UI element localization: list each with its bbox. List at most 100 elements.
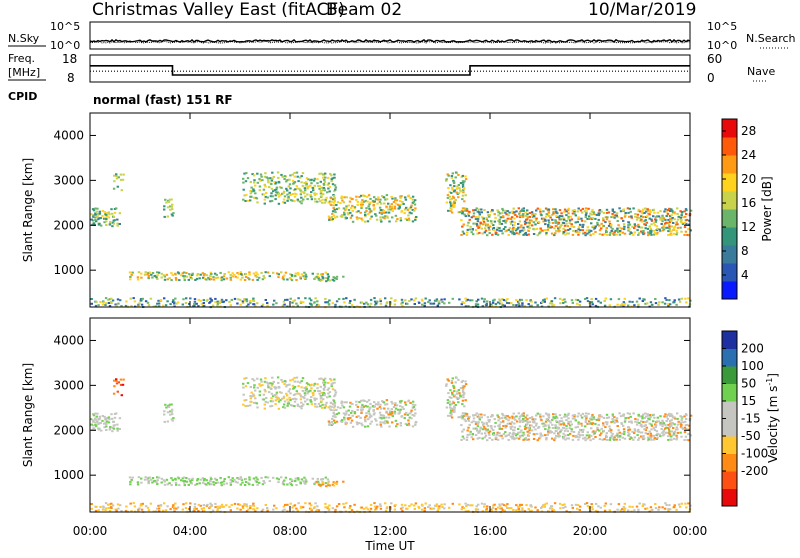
power-cell [219, 271, 222, 274]
velocity-cell [570, 430, 573, 433]
power-cell [653, 211, 656, 214]
velocity-cell [534, 428, 537, 431]
power-cell [324, 271, 327, 274]
velocity-cell [236, 481, 239, 484]
power-cell [310, 303, 313, 306]
power-cell [271, 171, 274, 174]
power-cell [249, 300, 252, 302]
power-cell [498, 218, 501, 221]
power-cell [136, 278, 140, 281]
velocity-colorbar-block [722, 418, 737, 437]
velocity-cell [378, 416, 382, 419]
velocity-cell [323, 386, 327, 388]
velocity-cell [376, 407, 379, 410]
power-cell [515, 299, 518, 302]
power-cell [242, 188, 245, 191]
power-cell [463, 213, 466, 216]
power-cell [667, 303, 670, 305]
velocity-cell [249, 386, 252, 388]
velocity-cell [167, 404, 170, 407]
power-cell [260, 271, 263, 274]
power-cell [378, 211, 382, 214]
power-cell [282, 201, 285, 204]
velocity-cell [323, 394, 326, 397]
velocity-cell [147, 482, 150, 485]
velocity-cell [241, 507, 245, 509]
power-cell [616, 229, 619, 232]
velocity-cell [649, 506, 653, 509]
power-cell [171, 208, 174, 211]
power-cell [613, 233, 616, 236]
velocity-cell [643, 425, 646, 428]
power-cell [243, 172, 246, 175]
x-tick-label: 16:00 [473, 524, 508, 538]
velocity-cell [316, 508, 319, 511]
velocity-cell [501, 414, 505, 417]
velocity-cell [683, 426, 687, 429]
power-cell [332, 276, 335, 279]
velocity-cell [216, 481, 219, 484]
velocity-cell [327, 381, 330, 384]
power-cell [350, 214, 354, 217]
power-cell [220, 279, 223, 282]
power-cell [542, 299, 545, 302]
velocity-cell [627, 426, 631, 429]
power-cell [684, 222, 688, 225]
velocity-cell [461, 417, 464, 420]
power-cell [689, 209, 693, 212]
power-cell [591, 303, 594, 306]
power-cell [104, 304, 107, 306]
power-cell [643, 223, 646, 226]
power-cell [99, 217, 102, 219]
power-cell [668, 221, 672, 223]
power-cell [183, 275, 187, 277]
power-cell [317, 277, 320, 280]
power-cell [474, 218, 478, 220]
velocity-cell [687, 428, 690, 431]
velocity-cell [398, 410, 401, 413]
velocity-cell [592, 437, 595, 440]
velocity-cell [283, 383, 286, 385]
velocity-cell [623, 502, 626, 505]
velocity-cell [288, 388, 292, 391]
power-cell [455, 171, 458, 174]
velocity-cell [453, 410, 456, 413]
power-cell [615, 212, 619, 215]
power-cell [598, 209, 602, 211]
power-cell [400, 195, 403, 198]
power-cell [553, 227, 556, 230]
velocity-cell [505, 418, 508, 421]
velocity-cell [306, 398, 309, 401]
velocity-cell [598, 414, 602, 416]
velocity-cell [236, 477, 239, 479]
power-cell [109, 221, 112, 223]
velocity-cell [590, 427, 593, 430]
velocity-cell [519, 421, 522, 424]
power-cell [347, 213, 350, 216]
power-cell [92, 219, 95, 222]
velocity-colorbar-label-end: ] [766, 373, 780, 378]
power-cell [440, 298, 443, 301]
power-colorbar-blocks [722, 119, 737, 300]
power-cell [500, 302, 503, 305]
velocity-cell [264, 476, 267, 479]
velocity-cell [605, 435, 608, 438]
velocity-cell [345, 502, 348, 505]
power-cell [610, 224, 613, 227]
power-cell [374, 213, 377, 216]
power-cell [244, 200, 247, 202]
power-cell [393, 207, 397, 210]
power-cell [324, 172, 327, 175]
velocity-cell [255, 481, 258, 483]
velocity-cell [340, 400, 343, 403]
power-cell [577, 233, 580, 236]
power-cell [405, 206, 408, 209]
power-cell [483, 209, 486, 212]
power-cell [563, 218, 566, 221]
power-cell [617, 298, 621, 301]
power-cell [526, 213, 529, 216]
velocity-cell [466, 503, 469, 506]
velocity-cell [627, 416, 630, 419]
power-cell [616, 303, 619, 306]
power-cell [602, 211, 606, 214]
